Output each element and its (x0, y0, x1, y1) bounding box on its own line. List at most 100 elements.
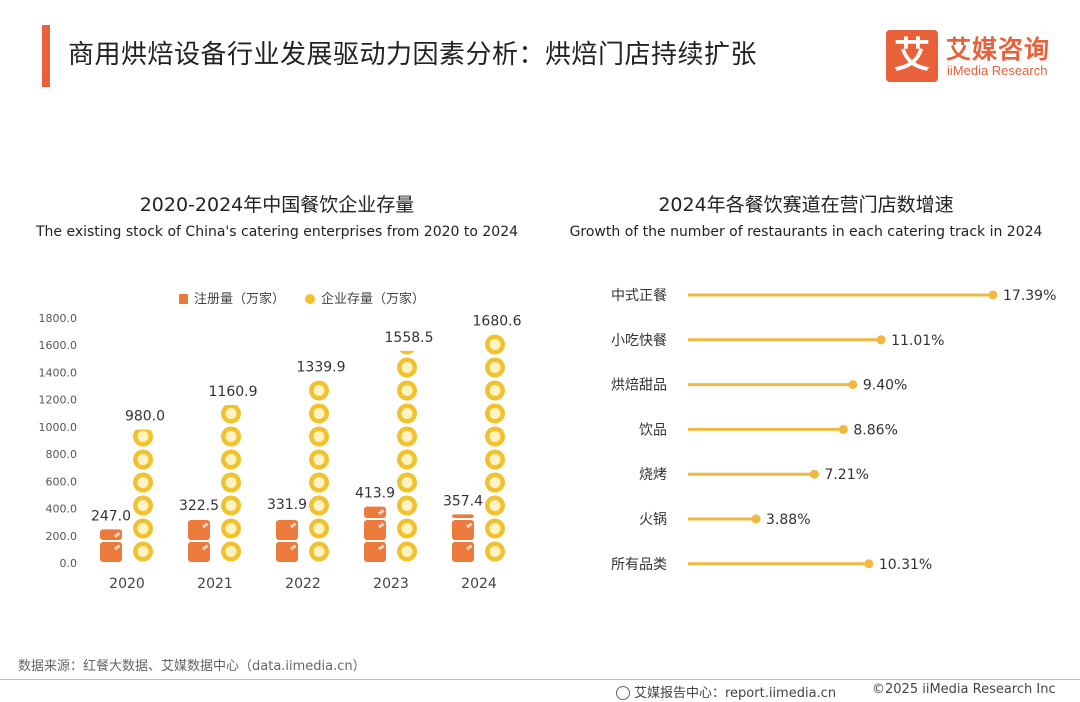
right-chart-subtitle: Growth of the number of restaurants in e… (569, 224, 1043, 240)
lollipop-dot (751, 514, 761, 524)
y-tick-label: 400.0 (46, 503, 78, 516)
stock-coin-center (401, 454, 413, 465)
footer-site-text: 艾媒报告中心：report.iimedia.cn (634, 686, 837, 701)
stock-coin-center (313, 454, 325, 465)
stock-coin-center (225, 477, 237, 488)
stock-coin-center (489, 339, 501, 350)
stock-coin-center (137, 477, 149, 488)
lollipop-dot (809, 469, 819, 479)
registered-icon-mark (113, 531, 121, 538)
stock-coin-crop (220, 402, 242, 405)
right-chart: 中式正餐 17.39% 小吃快餐 11.01% 烘焙甜品 9.40% 饮品 8.86% 烧烤 7.… (611, 288, 1056, 573)
bar-stock (308, 379, 330, 562)
stock-coin-center (225, 408, 237, 419)
value-label: 9.40% (863, 378, 907, 394)
x-tick-label: 2022 (285, 576, 321, 592)
stock-coin-center (489, 385, 501, 396)
x-tick-label: 2021 (197, 576, 233, 592)
bar-stock (396, 333, 418, 562)
category-label: 小吃快餐 (611, 333, 667, 349)
stock-coin-center (225, 500, 237, 511)
lollipop-dot (838, 424, 848, 434)
value-label: 10.31% (879, 557, 932, 573)
lollipop-dot (864, 559, 874, 569)
y-tick-label: 600.0 (46, 475, 78, 488)
y-tick-label: 200.0 (46, 530, 78, 543)
data-label-stock: 1558.5 (385, 330, 434, 346)
stock-coin-center (313, 546, 325, 557)
stock-coin-center (225, 454, 237, 465)
data-label-stock: 1160.9 (209, 384, 258, 400)
stock-coin-center (401, 362, 413, 373)
registered-icon (452, 514, 474, 518)
category-label: 所有品类 (611, 557, 667, 573)
y-tick-label: 1400.0 (39, 366, 78, 379)
stock-coin-center (489, 477, 501, 488)
stock-coin-center (401, 431, 413, 442)
category-label: 烘焙甜品 (611, 378, 667, 394)
stock-coin-center (401, 500, 413, 511)
registered-icon-mark (377, 544, 385, 551)
registered-icon-mark (377, 522, 385, 529)
footer-divider (0, 679, 1080, 680)
stock-coin-center (489, 500, 501, 511)
stock-coin-crop (132, 425, 154, 430)
category-label: 饮品 (639, 422, 667, 438)
value-label: 8.86% (853, 422, 897, 438)
stock-coin-center (401, 477, 413, 488)
registered-icon-mark (289, 522, 297, 529)
legend-registered: 注册量（万家） (194, 291, 285, 307)
title-accent-bar (42, 25, 50, 87)
lollipop-dot (988, 290, 998, 300)
left-chart-title: 2020-2024年中国餐饮企业存量 (139, 194, 415, 216)
logo-mark: 艾 (886, 30, 938, 82)
data-label-registered: 413.9 (355, 486, 395, 502)
registered-icon-mark (201, 522, 209, 529)
stock-coin-center (489, 454, 501, 465)
bar-stock (220, 402, 242, 562)
data-label-stock: 980.0 (125, 409, 165, 425)
stock-coin-center (489, 546, 501, 557)
registered-icon (100, 529, 122, 540)
stock-coin-crop (396, 333, 418, 351)
value-label: 11.01% (891, 333, 944, 349)
value-label: 7.21% (824, 467, 868, 483)
stock-coin-center (401, 385, 413, 396)
stock-coin-center (137, 454, 149, 465)
y-tick-label: 800.0 (46, 448, 78, 461)
footer-copyright: ©2025 iiMedia Research Inc (872, 682, 1056, 697)
bar-registered (452, 514, 474, 562)
stock-coin-center (225, 523, 237, 534)
globe-icon (616, 686, 630, 700)
stock-coin-center (401, 546, 413, 557)
bar-registered (100, 529, 122, 562)
legend-registered-icon (179, 294, 188, 304)
data-label-registered: 331.9 (267, 497, 307, 513)
category-label: 中式正餐 (611, 288, 667, 304)
stock-coin-center (489, 431, 501, 442)
registered-icon-mark (289, 544, 297, 551)
bar-registered (276, 520, 298, 562)
stock-coin-center (225, 546, 237, 557)
stock-coin-center (313, 431, 325, 442)
stock-coin-center (401, 523, 413, 534)
stock-coin-center (489, 408, 501, 419)
stock-coin-center (489, 362, 501, 373)
y-tick-label: 1000.0 (39, 421, 78, 434)
bar-registered (188, 520, 210, 562)
footer-site: 艾媒报告中心：report.iimedia.cn (616, 682, 836, 701)
registered-icon-mark (377, 509, 385, 516)
x-tick-label: 2020 (109, 576, 145, 592)
legend-stock: 企业存量（万家） (321, 291, 425, 307)
registered-icon-mark (201, 544, 209, 551)
legend-stock-icon (305, 294, 315, 304)
stock-coin-center (137, 523, 149, 534)
x-tick-label: 2024 (461, 576, 497, 592)
stock-coin-center (313, 500, 325, 511)
category-label: 火锅 (639, 512, 667, 528)
stock-coin-center (313, 408, 325, 419)
lollipop-dot (848, 380, 858, 390)
stock-coin-center (489, 523, 501, 534)
right-chart-title: 2024年各餐饮赛道在营门店数增速 (658, 194, 954, 216)
data-label-stock: 1680.6 (473, 313, 522, 329)
